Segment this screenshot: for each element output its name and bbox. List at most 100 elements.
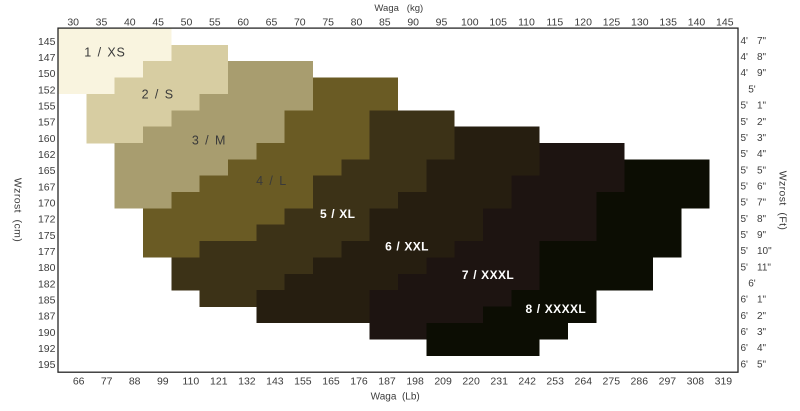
svg-text:9": 9" (757, 68, 767, 79)
svg-text:187: 187 (378, 375, 396, 387)
svg-text:99: 99 (157, 375, 169, 387)
svg-text:198: 198 (406, 375, 424, 387)
svg-text:1": 1" (757, 295, 767, 306)
svg-text:85: 85 (379, 17, 391, 29)
svg-text:30: 30 (67, 17, 79, 29)
svg-text:170: 170 (38, 198, 56, 210)
svg-text:5': 5' (741, 101, 749, 112)
svg-text:8": 8" (757, 214, 767, 225)
svg-text:130: 130 (631, 17, 649, 29)
svg-text:165: 165 (38, 165, 56, 177)
svg-text:5': 5' (741, 133, 749, 144)
svg-text:145: 145 (716, 17, 734, 29)
svg-text:6': 6' (741, 311, 749, 322)
svg-text:6": 6" (757, 181, 767, 192)
svg-text:3 / M: 3 / M (192, 133, 226, 147)
svg-text:135: 135 (659, 17, 677, 29)
svg-text:1 / XS: 1 / XS (84, 45, 125, 59)
svg-text:132: 132 (238, 375, 256, 387)
svg-text:6': 6' (741, 343, 749, 354)
svg-text:2": 2" (757, 311, 767, 322)
svg-text:35: 35 (96, 17, 108, 29)
svg-text:308: 308 (687, 375, 705, 387)
svg-text:80: 80 (351, 17, 363, 29)
svg-text:3": 3" (757, 133, 767, 144)
svg-text:242: 242 (518, 375, 536, 387)
svg-text:7 / XXXL: 7 / XXXL (462, 268, 514, 282)
svg-text:152: 152 (38, 84, 56, 96)
svg-text:192: 192 (38, 343, 56, 355)
svg-text:190: 190 (38, 327, 56, 339)
svg-text:253: 253 (546, 375, 564, 387)
svg-text:6': 6' (741, 359, 749, 370)
svg-text:160: 160 (38, 133, 56, 145)
svg-text:90: 90 (407, 17, 419, 29)
svg-text:40: 40 (124, 17, 136, 29)
svg-text:5': 5' (741, 214, 749, 225)
svg-text:155: 155 (38, 101, 56, 113)
svg-text:120: 120 (574, 17, 592, 29)
svg-text:65: 65 (266, 17, 278, 29)
svg-text:7": 7" (757, 36, 767, 47)
svg-text:5': 5' (741, 149, 749, 160)
svg-text:110: 110 (518, 17, 535, 29)
svg-text:5': 5' (741, 198, 749, 209)
svg-text:95: 95 (436, 17, 448, 29)
svg-text:60: 60 (237, 17, 249, 29)
svg-text:185: 185 (38, 295, 56, 307)
svg-text:Wzrost (cm): Wzrost (cm) (12, 178, 24, 242)
svg-text:8 / XXXXL: 8 / XXXXL (525, 302, 586, 316)
svg-text:4": 4" (757, 149, 767, 160)
svg-text:10": 10" (757, 246, 772, 257)
svg-text:88: 88 (129, 375, 141, 387)
svg-text:110: 110 (182, 375, 199, 387)
svg-text:275: 275 (603, 375, 621, 387)
svg-text:5': 5' (741, 246, 749, 257)
svg-text:319: 319 (715, 375, 733, 387)
svg-text:50: 50 (181, 17, 193, 29)
svg-text:264: 264 (575, 375, 593, 387)
svg-text:2": 2" (757, 117, 767, 128)
svg-text:6': 6' (741, 295, 749, 306)
svg-text:4 / L: 4 / L (256, 174, 287, 188)
svg-text:115: 115 (546, 17, 563, 29)
svg-text:5": 5" (757, 165, 767, 176)
svg-text:176: 176 (350, 375, 368, 387)
svg-text:177: 177 (38, 246, 56, 258)
svg-text:162: 162 (38, 149, 56, 161)
svg-text:220: 220 (462, 375, 480, 387)
svg-text:165: 165 (322, 375, 340, 387)
svg-text:105: 105 (489, 17, 507, 29)
svg-text:175: 175 (38, 230, 56, 242)
svg-text:5": 5" (757, 359, 767, 370)
svg-text:Wzrost (Ft): Wzrost (Ft) (777, 171, 789, 231)
svg-text:155: 155 (294, 375, 312, 387)
svg-text:6 / XXL: 6 / XXL (385, 239, 429, 253)
svg-text:45: 45 (152, 17, 164, 29)
svg-text:209: 209 (434, 375, 452, 387)
svg-text:77: 77 (101, 375, 113, 387)
svg-text:5': 5' (741, 262, 749, 273)
svg-text:157: 157 (38, 117, 56, 129)
svg-text:143: 143 (266, 375, 284, 387)
svg-text:5': 5' (741, 230, 749, 241)
svg-text:5 / XL: 5 / XL (320, 207, 355, 221)
svg-text:7": 7" (757, 198, 767, 209)
svg-text:4': 4' (741, 52, 749, 63)
svg-text:5': 5' (741, 165, 749, 176)
svg-text:66: 66 (73, 375, 85, 387)
svg-text:Waga (Lb): Waga (Lb) (371, 392, 420, 403)
svg-text:Waga (kg): Waga (kg) (374, 3, 423, 14)
svg-text:147: 147 (38, 52, 56, 64)
svg-text:8": 8" (757, 52, 767, 63)
svg-text:150: 150 (38, 68, 56, 80)
svg-text:75: 75 (322, 17, 334, 29)
svg-text:5': 5' (741, 117, 749, 128)
svg-text:187: 187 (38, 311, 56, 323)
svg-text:297: 297 (659, 375, 677, 387)
svg-text:55: 55 (209, 17, 221, 29)
svg-text:6': 6' (741, 327, 749, 338)
svg-text:11": 11" (757, 262, 771, 273)
svg-text:1": 1" (757, 101, 767, 112)
svg-text:182: 182 (38, 278, 56, 290)
